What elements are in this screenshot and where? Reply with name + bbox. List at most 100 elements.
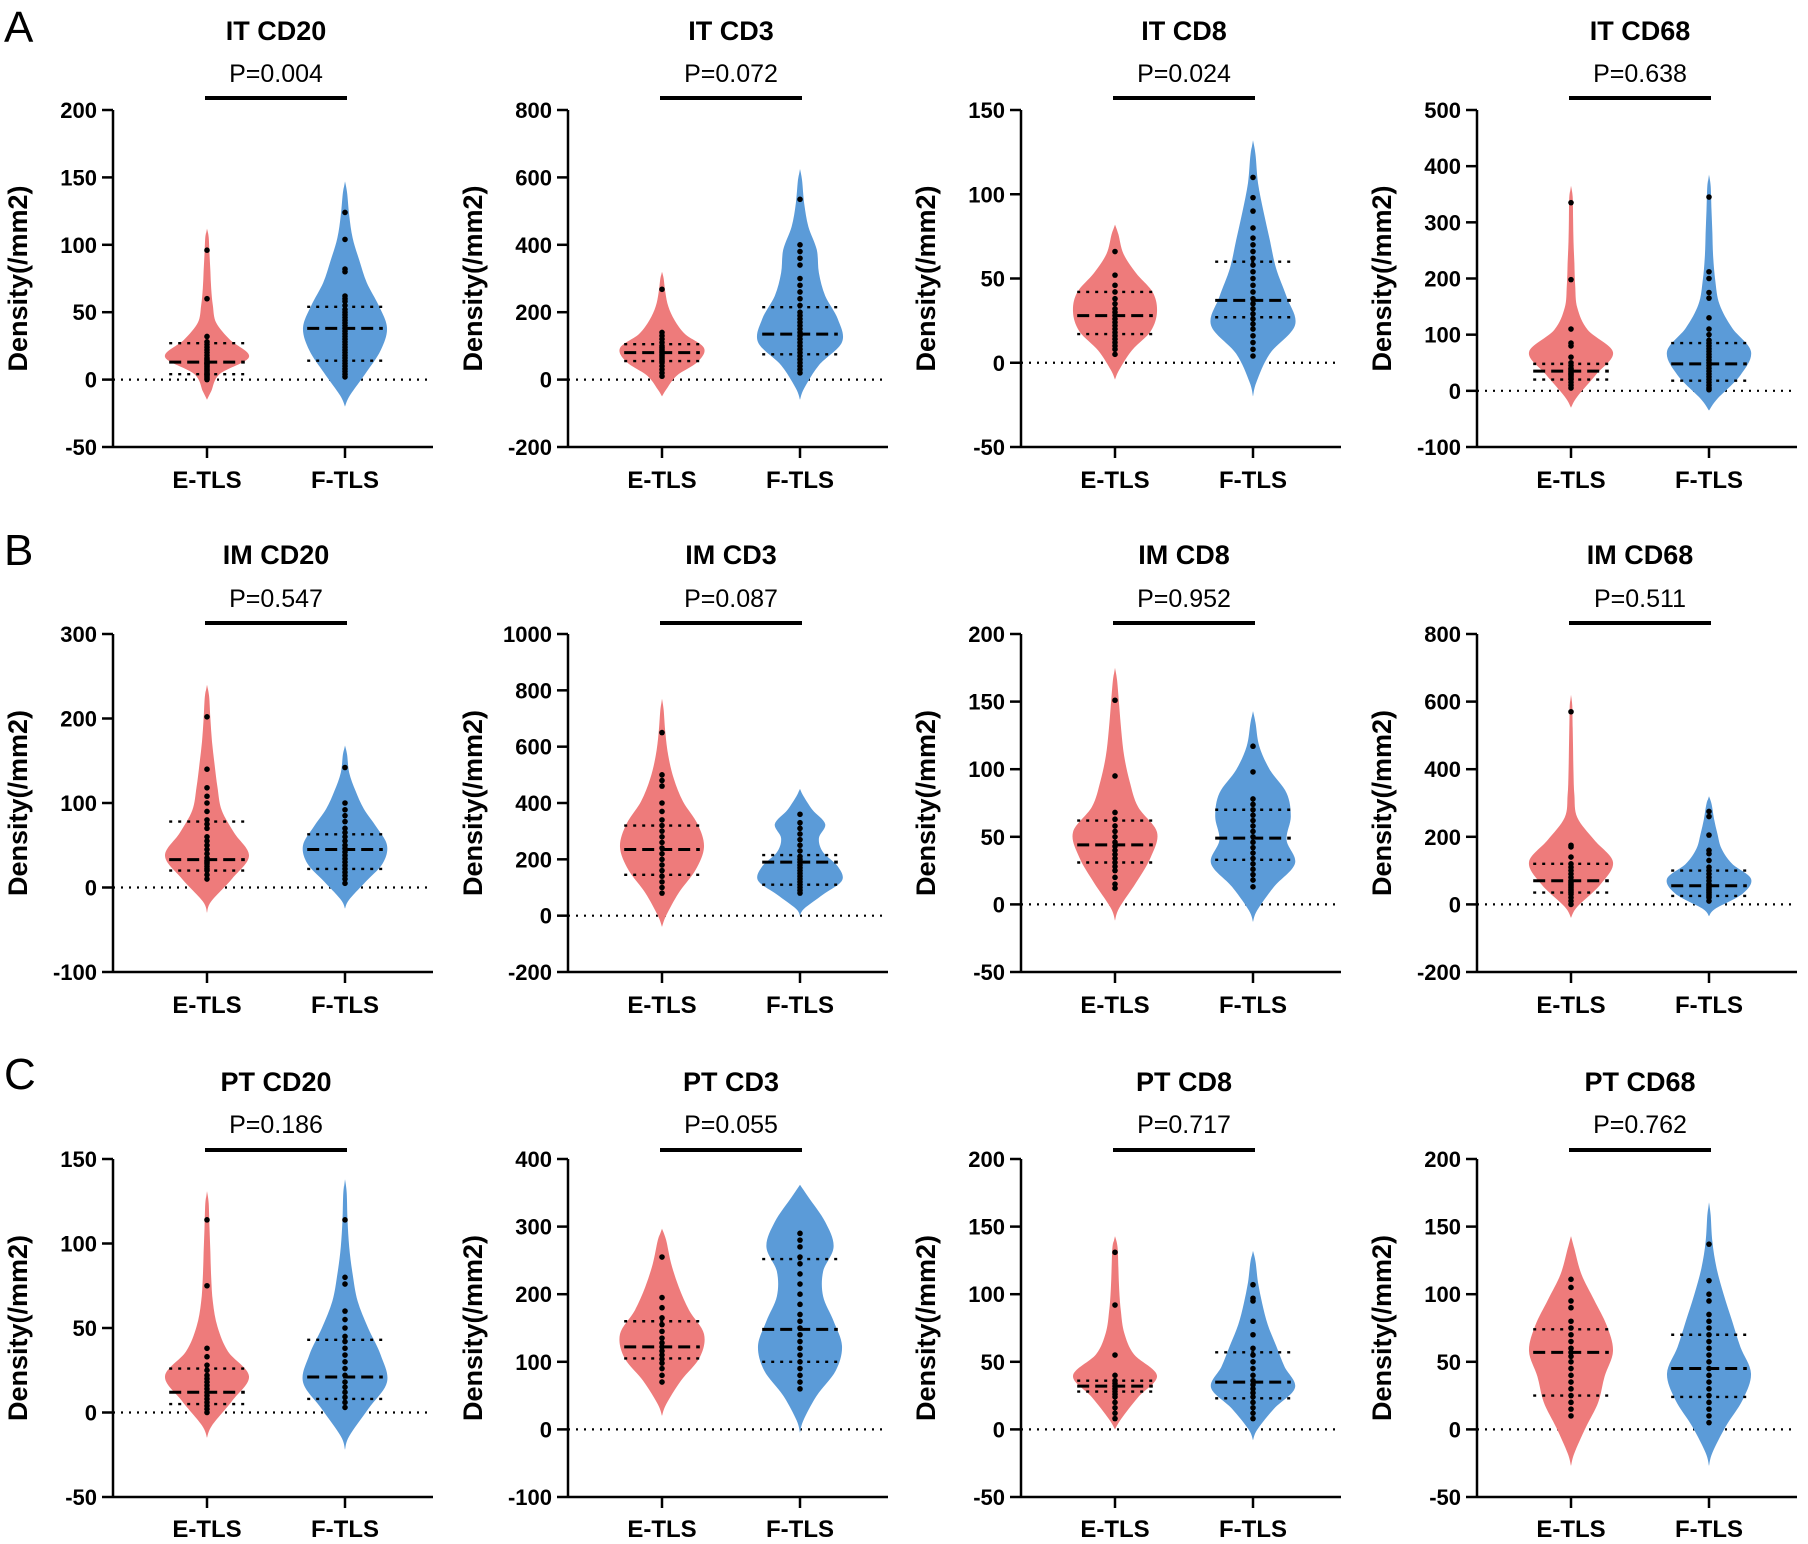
- chart-title: IM CD8: [1138, 540, 1230, 570]
- data-point-f-tls: [1706, 1352, 1712, 1358]
- data-point-e-tls: [1568, 1372, 1574, 1379]
- data-point-e-tls: [1112, 847, 1118, 854]
- data-point-f-tls: [1250, 208, 1256, 214]
- x-tick-label: E-TLS: [1536, 1516, 1605, 1543]
- data-point-f-tls: [1706, 275, 1712, 282]
- y-tick-label: 400: [515, 1147, 552, 1172]
- p-value-label: P=0.547: [229, 585, 323, 613]
- chart-title: IT CD3: [688, 16, 774, 46]
- y-tick-label: -100: [53, 960, 97, 985]
- data-point-e-tls: [659, 873, 665, 880]
- y-axis-label: Density(/mm2): [1367, 1235, 1397, 1421]
- chart-title: PT CD68: [1584, 1067, 1695, 1097]
- chart-panel: PT CD3 P=0.055 -100 0 100 200 300 400 Density(/m…: [458, 1067, 888, 1543]
- y-tick-label: 50: [981, 1350, 1005, 1375]
- y-axis-label: Density(/mm2): [911, 1235, 941, 1421]
- data-point-e-tls: [1112, 881, 1118, 887]
- data-point-e-tls: [204, 784, 210, 791]
- data-point-f-tls: [342, 1379, 348, 1385]
- data-point-e-tls: [1112, 773, 1118, 779]
- data-point-e-tls: [204, 842, 210, 849]
- data-point-f-tls: [1706, 1325, 1712, 1331]
- data-point-f-tls: [1250, 850, 1256, 856]
- data-point-f-tls: [1250, 174, 1256, 181]
- data-point-f-tls: [1250, 295, 1256, 302]
- data-point-f-tls: [1706, 1386, 1712, 1392]
- chart-title: PT CD8: [1136, 1067, 1232, 1097]
- data-point-f-tls: [1250, 828, 1256, 835]
- data-point-f-tls: [342, 1372, 348, 1379]
- data-point-f-tls: [1250, 801, 1256, 808]
- data-point-f-tls: [797, 836, 803, 843]
- data-point-f-tls: [1706, 1277, 1712, 1284]
- data-point-e-tls: [204, 872, 210, 878]
- panel-label-B: B: [4, 526, 33, 575]
- data-point-f-tls: [1250, 1365, 1256, 1372]
- data-point-e-tls: [204, 1217, 210, 1223]
- data-point-e-tls: [1568, 199, 1574, 206]
- p-value-label: P=0.072: [684, 60, 778, 88]
- data-point-e-tls: [1112, 1410, 1118, 1416]
- data-point-f-tls: [1706, 1241, 1712, 1247]
- chart-title: IT CD8: [1141, 16, 1227, 46]
- data-point-f-tls: [1250, 1359, 1256, 1365]
- violin-f-tls: [1210, 140, 1296, 397]
- y-tick-label: 100: [968, 1282, 1005, 1307]
- violin-f-tls: [302, 1179, 388, 1450]
- chart-title: IM CD68: [1587, 540, 1694, 570]
- data-point-e-tls: [1568, 1365, 1574, 1372]
- y-axis-label: Density(/mm2): [1367, 185, 1397, 371]
- data-point-f-tls: [1250, 743, 1256, 750]
- data-point-e-tls: [1112, 816, 1118, 823]
- data-point-f-tls: [1706, 1406, 1712, 1412]
- data-point-e-tls: [204, 766, 210, 772]
- data-point-f-tls: [797, 295, 803, 302]
- data-point-f-tls: [1250, 289, 1256, 295]
- data-point-f-tls: [342, 298, 348, 305]
- data-point-f-tls: [1250, 235, 1256, 241]
- y-tick-label: 100: [60, 233, 97, 258]
- data-point-f-tls: [1706, 850, 1712, 857]
- data-point-e-tls: [1568, 354, 1574, 360]
- data-point-f-tls: [1250, 1410, 1256, 1416]
- y-tick-label: 100: [515, 1350, 552, 1375]
- data-point-f-tls: [1250, 1404, 1256, 1411]
- p-value-label: P=0.004: [229, 60, 323, 88]
- data-point-e-tls: [1568, 1338, 1574, 1345]
- data-point-e-tls: [1568, 1276, 1574, 1283]
- y-tick-label: 300: [60, 622, 97, 647]
- data-point-e-tls: [1112, 1249, 1118, 1256]
- y-tick-label: 50: [73, 300, 97, 325]
- data-point-f-tls: [797, 831, 803, 837]
- data-point-f-tls: [797, 1301, 803, 1308]
- data-point-e-tls: [659, 1379, 665, 1385]
- data-point-e-tls: [659, 1328, 665, 1335]
- data-point-e-tls: [659, 1294, 665, 1301]
- data-point-f-tls: [1706, 386, 1712, 393]
- data-point-f-tls: [797, 1345, 803, 1352]
- data-point-f-tls: [797, 842, 803, 849]
- y-tick-label: 200: [968, 1147, 1005, 1172]
- data-point-f-tls: [342, 1352, 348, 1358]
- data-point-e-tls: [659, 373, 665, 380]
- y-tick-label: 200: [515, 300, 552, 325]
- y-tick-label: 0: [1449, 892, 1461, 917]
- data-point-e-tls: [659, 817, 665, 823]
- violin-e-tls: [1072, 1236, 1158, 1430]
- data-point-e-tls: [204, 838, 210, 844]
- data-point-f-tls: [1250, 248, 1256, 255]
- data-point-f-tls: [1250, 871, 1256, 878]
- y-tick-label: 300: [515, 1215, 552, 1240]
- x-tick-label: F-TLS: [1219, 467, 1287, 494]
- x-tick-label: E-TLS: [627, 467, 696, 494]
- data-point-f-tls: [342, 374, 348, 380]
- violin-e-tls: [1072, 667, 1158, 921]
- data-point-e-tls: [1568, 1325, 1574, 1331]
- data-point-e-tls: [659, 845, 665, 851]
- data-point-f-tls: [1250, 194, 1256, 201]
- data-point-e-tls: [659, 1356, 665, 1362]
- data-point-f-tls: [1706, 315, 1712, 321]
- data-point-f-tls: [1250, 796, 1256, 802]
- y-tick-label: -50: [973, 960, 1005, 985]
- data-point-f-tls: [797, 242, 803, 248]
